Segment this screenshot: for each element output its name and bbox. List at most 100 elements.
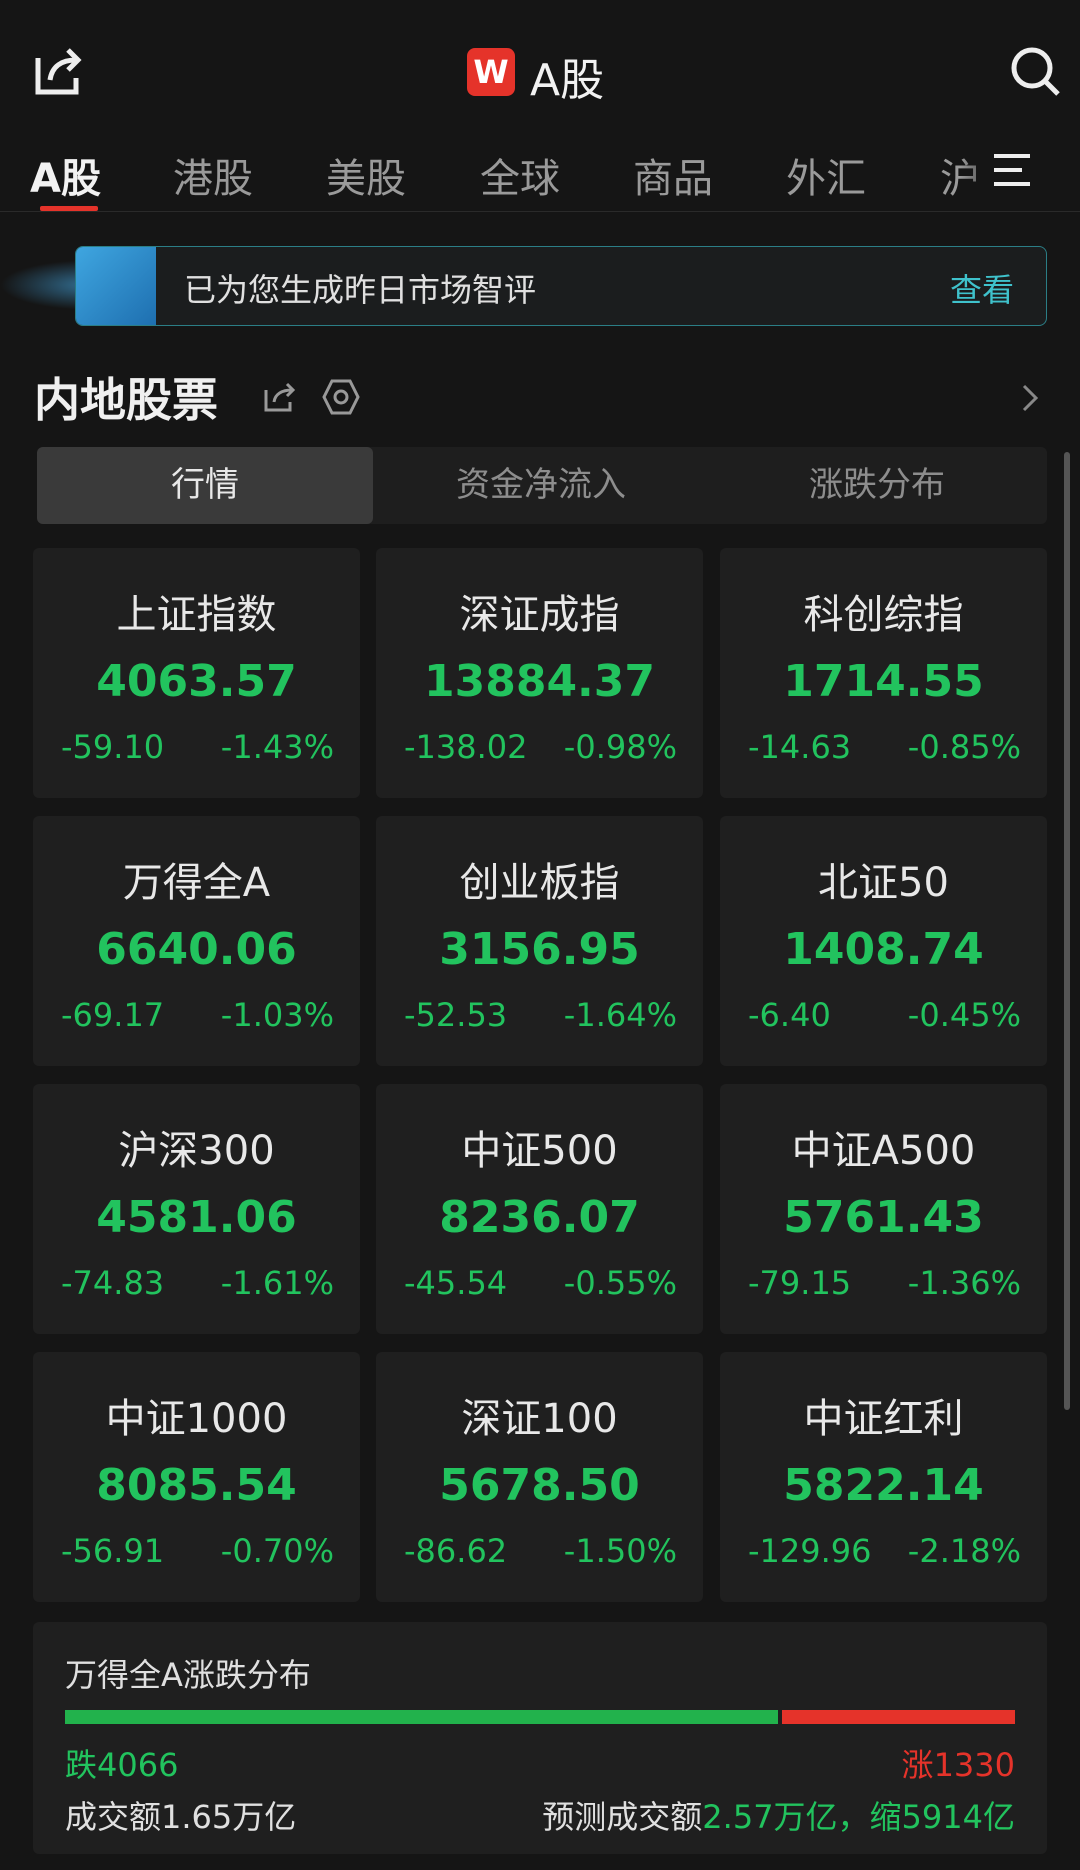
index-name: 中证A500 [791, 1128, 976, 1174]
distribution-panel: 万得全A涨跌分布 跌4066 涨1330 成交额1.65万亿 预测成交额2.57… [33, 1622, 1047, 1854]
index-value: 1714.55 [783, 656, 984, 707]
forecast: 预测成交额2.57万亿，缩5914亿 [542, 1792, 1015, 1838]
index-card[interactable]: 中证1000 8085.54 -56.91 -0.70% [33, 1352, 360, 1602]
index-name: 深证100 [461, 1396, 618, 1442]
index-value: 5761.43 [783, 1192, 984, 1243]
segment-tab[interactable]: 资金净流入 [456, 465, 626, 505]
index-card[interactable]: 科创综指 1714.55 -14.63 -0.85% [720, 548, 1047, 798]
down-count: 跌4066 [65, 1740, 178, 1786]
up-number: 1330 [933, 1746, 1015, 1784]
index-name: 创业板指 [459, 860, 620, 906]
index-change: -138.02 [404, 728, 528, 766]
market-tab[interactable]: 美股 [326, 156, 406, 202]
index-percent: -0.70% [220, 1532, 334, 1570]
ai-banner[interactable]: 已为您生成昨日市场智评 查看 [75, 246, 1047, 326]
index-card[interactable]: 沪深300 4581.06 -74.83 -1.61% [33, 1084, 360, 1334]
index-percent: -0.55% [563, 1264, 677, 1302]
index-name: 沪深300 [118, 1128, 275, 1174]
up-label: 涨 [901, 1746, 934, 1784]
down-number: 4066 [97, 1746, 179, 1784]
index-value: 3156.95 [439, 924, 640, 975]
segment-active-bg [37, 447, 373, 524]
index-change: -14.63 [748, 728, 852, 766]
section-share-icon[interactable] [262, 380, 296, 414]
index-value: 8085.54 [96, 1460, 297, 1511]
market-tab[interactable]: 全球 [480, 156, 560, 202]
index-percent: -1.36% [907, 1264, 1021, 1302]
menu-icon[interactable] [992, 152, 1032, 188]
index-name: 万得全A [122, 860, 271, 906]
app-logo: W [467, 48, 515, 96]
divider [0, 211, 1080, 212]
index-percent: -2.18% [907, 1532, 1021, 1570]
index-name: 北证50 [818, 860, 949, 906]
index-percent: -1.64% [563, 996, 677, 1034]
search-icon[interactable] [1008, 44, 1062, 98]
index-name: 中证1000 [105, 1396, 288, 1442]
index-value: 5822.14 [783, 1460, 984, 1511]
index-change: -86.62 [404, 1532, 508, 1570]
index-change: -52.53 [404, 996, 508, 1034]
index-percent: -1.43% [220, 728, 334, 766]
index-name: 中证红利 [803, 1396, 964, 1442]
index-name: 科创综指 [803, 592, 964, 638]
index-percent: -0.85% [907, 728, 1021, 766]
index-change: -129.96 [748, 1532, 872, 1570]
scrollbar [1064, 452, 1070, 1410]
index-card[interactable]: 北证50 1408.74 -6.40 -0.45% [720, 816, 1047, 1066]
index-value: 4063.57 [96, 656, 297, 707]
distribution-title: 万得全A涨跌分布 [65, 1656, 311, 1694]
forecast-value: 2.57万亿，缩5914亿 [702, 1798, 1015, 1836]
market-tab[interactable]: 外汇 [786, 156, 866, 202]
up-bar [781, 1710, 1015, 1724]
index-change: -56.91 [61, 1532, 165, 1570]
index-card[interactable]: 中证A500 5761.43 -79.15 -1.36% [720, 1084, 1047, 1334]
index-card[interactable]: 上证指数 4063.57 -59.10 -1.43% [33, 548, 360, 798]
chevron-right[interactable] [1018, 382, 1042, 414]
down-label: 跌 [65, 1746, 98, 1784]
share-icon[interactable] [32, 44, 86, 98]
index-name: 中证500 [461, 1128, 618, 1174]
market-tab[interactable]: 商品 [633, 156, 713, 202]
index-change: -79.15 [748, 1264, 852, 1302]
segment-tab[interactable]: 涨跌分布 [809, 465, 945, 505]
index-card[interactable]: 中证500 8236.07 -45.54 -0.55% [376, 1084, 703, 1334]
index-change: -59.10 [61, 728, 165, 766]
index-name: 上证指数 [116, 592, 277, 638]
index-value: 8236.07 [439, 1192, 640, 1243]
index-value: 13884.37 [423, 656, 656, 707]
settings-icon[interactable] [322, 378, 360, 416]
index-change: -74.83 [61, 1264, 165, 1302]
turnover: 成交额1.65万亿 [65, 1798, 297, 1836]
index-card[interactable]: 深证100 5678.50 -86.62 -1.50% [376, 1352, 703, 1602]
index-percent: -0.98% [563, 728, 677, 766]
index-name: 深证成指 [459, 592, 620, 638]
forecast-label: 预测成交额 [542, 1798, 703, 1836]
index-value: 4581.06 [96, 1192, 297, 1243]
page-title: A股 [530, 55, 605, 106]
index-percent: -1.61% [220, 1264, 334, 1302]
up-count: 涨1330 [902, 1740, 1015, 1786]
tab-fade [960, 122, 1080, 202]
index-value: 6640.06 [96, 924, 297, 975]
index-percent: -1.50% [563, 1532, 677, 1570]
market-tab[interactable]: A股 [30, 156, 101, 202]
index-card[interactable]: 深证成指 13884.37 -138.02 -0.98% [376, 548, 703, 798]
index-change: -45.54 [404, 1264, 508, 1302]
index-card[interactable]: 创业板指 3156.95 -52.53 -1.64% [376, 816, 703, 1066]
segment-tab[interactable]: 行情 [171, 465, 239, 505]
banner-text: 已为您生成昨日市场智评 [184, 271, 537, 309]
banner-action[interactable]: 查看 [949, 271, 1014, 309]
index-percent: -0.45% [907, 996, 1021, 1034]
index-change: -6.40 [748, 996, 831, 1034]
down-bar [65, 1710, 778, 1724]
distribution-bar [65, 1710, 1015, 1724]
index-value: 5678.50 [439, 1460, 640, 1511]
section-title: 内地股票 [34, 373, 218, 427]
index-card[interactable]: 中证红利 5822.14 -129.96 -2.18% [720, 1352, 1047, 1602]
index-percent: -1.03% [220, 996, 334, 1034]
market-tab[interactable]: 港股 [173, 156, 253, 202]
index-change: -69.17 [61, 996, 165, 1034]
index-card[interactable]: 万得全A 6640.06 -69.17 -1.03% [33, 816, 360, 1066]
